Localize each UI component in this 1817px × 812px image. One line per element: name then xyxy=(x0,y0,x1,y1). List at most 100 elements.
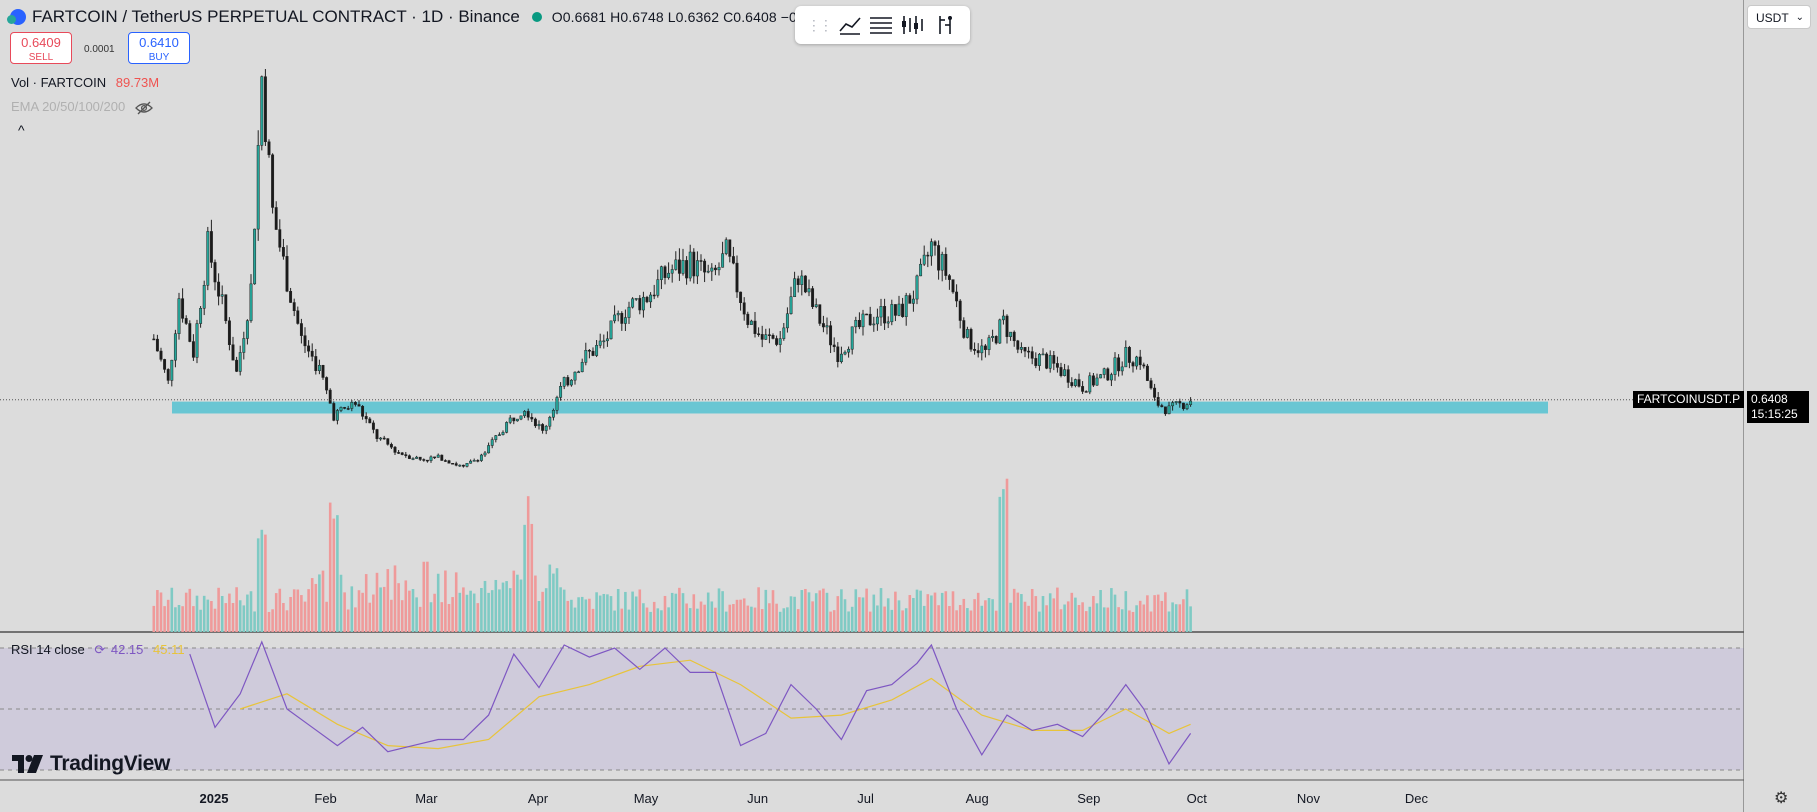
candle-body xyxy=(505,422,509,433)
rsi-legend[interactable]: RSI 14 close ⟳ 42.15 45.11 xyxy=(11,642,185,658)
buy-button[interactable]: 0.6410 BUY xyxy=(128,32,190,64)
volume-bar xyxy=(962,598,966,632)
candle-body xyxy=(717,267,721,271)
volume-bar xyxy=(1048,593,1052,632)
candle-body xyxy=(188,323,192,342)
candle-body xyxy=(962,320,966,338)
volume-bar xyxy=(901,610,904,632)
volume-bar xyxy=(1045,605,1048,632)
last-price-tag: 0.6408 15:15:25 xyxy=(1747,391,1809,423)
volume-bar xyxy=(775,603,778,632)
volume-bar xyxy=(955,610,958,632)
gear-icon[interactable]: ⚙ xyxy=(1774,790,1789,807)
candle-body xyxy=(886,321,890,324)
volume-bar xyxy=(688,608,692,632)
candle-body xyxy=(213,262,217,283)
volume-bar xyxy=(210,601,213,632)
volume-bar xyxy=(246,594,249,632)
grip-icon[interactable]: ⋮⋮ xyxy=(806,16,833,33)
candle-body xyxy=(1178,401,1182,404)
candle-body xyxy=(523,411,527,417)
candle-body xyxy=(958,300,962,321)
drawing-toolbar[interactable]: ⋮⋮ xyxy=(795,6,970,44)
candle-body xyxy=(1102,368,1106,375)
candle-body xyxy=(544,425,548,431)
candle-body xyxy=(1095,377,1099,386)
volume-bar xyxy=(958,605,962,632)
candle-body xyxy=(875,316,879,325)
symbol-title[interactable]: FARTCOIN / TetherUS PERPETUAL CONTRACT ·… xyxy=(32,7,520,26)
volume-legend[interactable]: Vol · FARTCOIN 89.73M xyxy=(11,75,159,90)
volume-bar xyxy=(710,601,714,632)
volume-bar xyxy=(512,570,516,632)
candle-body xyxy=(800,275,804,285)
candle-body xyxy=(933,241,937,246)
volume-bar xyxy=(364,574,368,632)
volume-bar xyxy=(343,592,346,632)
volume-bar xyxy=(379,587,382,632)
candle-body xyxy=(501,432,505,435)
collapse-chevron-icon[interactable]: ^ xyxy=(18,122,25,138)
volume-bar xyxy=(199,609,202,632)
volume-bar xyxy=(814,593,818,632)
candle-body xyxy=(861,313,865,328)
hidden-eye-icon[interactable] xyxy=(134,101,153,115)
volume-bar xyxy=(638,589,642,632)
volume-bar xyxy=(357,590,361,632)
volume-bar xyxy=(1027,605,1030,632)
candle-body xyxy=(836,346,840,363)
trendline-icon[interactable] xyxy=(837,12,863,38)
candle-body xyxy=(868,313,872,326)
tradingview-logo[interactable]: TradingView xyxy=(12,752,170,776)
volume-bar xyxy=(411,589,415,632)
rsi-line xyxy=(189,640,1192,766)
volume-bar xyxy=(598,595,602,632)
volume-bar xyxy=(458,592,462,632)
volume-bar xyxy=(217,587,220,632)
currency-select[interactable]: USDT ⌄ xyxy=(1747,5,1811,29)
candle-body xyxy=(789,296,793,314)
vertical-settings-icon[interactable] xyxy=(932,12,958,38)
candle-body xyxy=(379,437,383,440)
volume-bar xyxy=(404,580,408,632)
volume-bar xyxy=(292,589,296,632)
candle-body xyxy=(307,345,311,352)
candle-body xyxy=(688,251,692,279)
volume-bar xyxy=(764,589,768,632)
candle-body xyxy=(1077,379,1081,387)
candle-body xyxy=(314,356,318,371)
volume-bar xyxy=(1117,607,1120,632)
candle-body xyxy=(469,460,473,464)
sell-button[interactable]: 0.6409 SELL xyxy=(10,32,72,64)
candle-body xyxy=(681,260,685,274)
candle-body xyxy=(274,207,278,230)
horizontal-lines-icon[interactable] xyxy=(868,12,894,38)
candle-body xyxy=(285,256,289,292)
volume-bar xyxy=(408,590,411,632)
candle-body xyxy=(497,434,501,436)
candle-body xyxy=(433,456,437,459)
candle-body xyxy=(289,291,293,303)
candle-body xyxy=(422,459,426,461)
volume-bar xyxy=(462,587,465,632)
ema-legend[interactable]: EMA 20/50/100/200 xyxy=(11,99,153,115)
candles-icon[interactable] xyxy=(900,12,926,38)
volume-bar xyxy=(220,595,224,632)
volume-bar xyxy=(706,592,710,632)
candle-body xyxy=(591,350,595,356)
volume-bar xyxy=(1023,601,1027,632)
candle-body xyxy=(191,341,195,358)
volume-bar xyxy=(166,599,170,632)
candle-body xyxy=(1156,397,1160,406)
candle-body xyxy=(451,463,455,465)
volume-bar xyxy=(372,594,375,632)
candle-body xyxy=(1001,315,1005,321)
volume-bar xyxy=(886,598,890,632)
currency-value: USDT xyxy=(1756,11,1789,25)
volume-bar xyxy=(1113,594,1117,632)
volume-bar xyxy=(1009,602,1012,632)
volume-bar xyxy=(1102,607,1106,632)
candle-body xyxy=(807,288,811,293)
